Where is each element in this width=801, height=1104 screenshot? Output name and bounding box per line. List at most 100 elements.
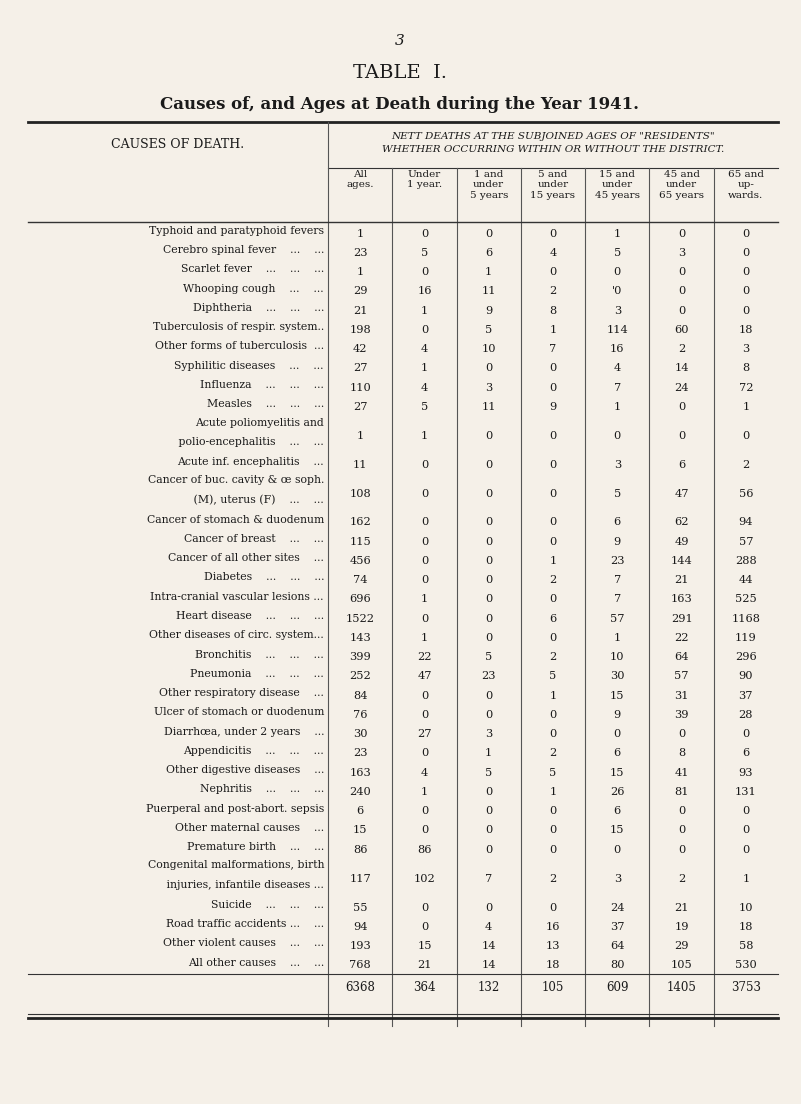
Text: 9: 9	[614, 537, 621, 546]
Text: 6: 6	[678, 459, 685, 469]
Text: 23: 23	[353, 248, 368, 258]
Text: 0: 0	[743, 248, 750, 258]
Text: CAUSES OF DEATH.: CAUSES OF DEATH.	[111, 138, 244, 151]
Text: 0: 0	[743, 826, 750, 836]
Text: 2: 2	[549, 652, 557, 662]
Text: 0: 0	[614, 431, 621, 440]
Text: 24: 24	[674, 383, 689, 393]
Text: 288: 288	[735, 556, 757, 566]
Text: 364: 364	[413, 981, 436, 994]
Text: 105: 105	[541, 981, 564, 994]
Text: Other maternal causes    ...: Other maternal causes ...	[175, 822, 324, 832]
Text: Congenital malformations, birth: Congenital malformations, birth	[147, 860, 324, 870]
Text: 10: 10	[739, 902, 753, 913]
Text: 0: 0	[421, 614, 428, 624]
Text: Cerebro spinal fever    ...    ...: Cerebro spinal fever ... ...	[163, 245, 324, 255]
Text: 0: 0	[485, 633, 493, 643]
Text: 3: 3	[614, 459, 621, 469]
Text: 76: 76	[353, 710, 368, 720]
Text: 64: 64	[674, 652, 689, 662]
Text: 2: 2	[549, 749, 557, 758]
Text: 2: 2	[549, 873, 557, 883]
Text: 19: 19	[674, 922, 689, 932]
Text: 21: 21	[353, 306, 368, 316]
Text: 0: 0	[743, 431, 750, 440]
Text: Intra-cranial vascular lesions ...: Intra-cranial vascular lesions ...	[151, 592, 324, 602]
Text: Other violent causes    ...    ...: Other violent causes ... ...	[163, 938, 324, 948]
Text: 11: 11	[481, 286, 496, 296]
Text: 0: 0	[485, 806, 493, 816]
Text: 28: 28	[739, 710, 753, 720]
Text: 1: 1	[356, 431, 364, 440]
Text: 114: 114	[606, 325, 628, 335]
Text: (M), uterus (F)    ...    ...: (M), uterus (F) ... ...	[183, 495, 324, 505]
Text: 14: 14	[481, 960, 496, 970]
Text: 1: 1	[356, 229, 364, 238]
Text: 8: 8	[743, 363, 750, 373]
Text: 4: 4	[421, 767, 428, 777]
Text: 41: 41	[674, 767, 689, 777]
Text: 11: 11	[353, 459, 368, 469]
Text: 1: 1	[549, 787, 557, 797]
Text: 1: 1	[614, 633, 621, 643]
Text: 15: 15	[417, 941, 432, 951]
Text: 15 and
under
45 years: 15 and under 45 years	[595, 170, 640, 200]
Text: 94: 94	[353, 922, 368, 932]
Text: Premature birth    ...    ...: Premature birth ... ...	[187, 842, 324, 852]
Text: 60: 60	[674, 325, 689, 335]
Text: 3: 3	[743, 344, 750, 354]
Text: 5: 5	[485, 767, 493, 777]
Text: 64: 64	[610, 941, 625, 951]
Text: 23: 23	[353, 749, 368, 758]
Text: 144: 144	[670, 556, 692, 566]
Text: 0: 0	[549, 363, 557, 373]
Text: 16: 16	[610, 344, 625, 354]
Text: 240: 240	[349, 787, 371, 797]
Text: 1: 1	[549, 325, 557, 335]
Text: 65 and
up-
wards.: 65 and up- wards.	[728, 170, 764, 200]
Text: 56: 56	[739, 489, 753, 499]
Text: 0: 0	[421, 489, 428, 499]
Text: 49: 49	[674, 537, 689, 546]
Text: 3: 3	[678, 248, 685, 258]
Text: 55: 55	[353, 902, 368, 913]
Text: 6: 6	[356, 806, 364, 816]
Text: 57: 57	[674, 671, 689, 681]
Text: 2: 2	[549, 286, 557, 296]
Text: 399: 399	[349, 652, 371, 662]
Text: Measles    ...    ...    ...: Measles ... ... ...	[207, 400, 324, 410]
Text: 39: 39	[674, 710, 689, 720]
Text: 14: 14	[481, 941, 496, 951]
Text: 23: 23	[481, 671, 496, 681]
Text: 198: 198	[349, 325, 371, 335]
Text: 6368: 6368	[345, 981, 375, 994]
Text: 0: 0	[485, 614, 493, 624]
Text: 6: 6	[743, 749, 750, 758]
Text: 8: 8	[549, 306, 557, 316]
Text: Tuberculosis of respir. system..: Tuberculosis of respir. system..	[153, 322, 324, 332]
Text: 30: 30	[610, 671, 625, 681]
Text: 47: 47	[417, 671, 432, 681]
Text: 21: 21	[674, 902, 689, 913]
Text: 0: 0	[485, 489, 493, 499]
Text: 0: 0	[743, 286, 750, 296]
Text: 37: 37	[610, 922, 625, 932]
Text: 0: 0	[743, 806, 750, 816]
Text: 44: 44	[739, 575, 753, 585]
Text: 0: 0	[421, 922, 428, 932]
Text: 1: 1	[421, 431, 428, 440]
Text: 0: 0	[678, 267, 685, 277]
Text: 1: 1	[485, 267, 493, 277]
Text: 696: 696	[349, 594, 371, 605]
Text: 1: 1	[421, 594, 428, 605]
Text: 86: 86	[353, 845, 368, 854]
Text: 22: 22	[674, 633, 689, 643]
Text: 0: 0	[421, 902, 428, 913]
Text: 0: 0	[549, 489, 557, 499]
Text: 131: 131	[735, 787, 757, 797]
Text: Other digestive diseases    ...: Other digestive diseases ...	[166, 765, 324, 775]
Text: 1: 1	[743, 402, 750, 412]
Text: 42: 42	[353, 344, 368, 354]
Text: 1: 1	[614, 402, 621, 412]
Text: Road traffic accidents ...    ...: Road traffic accidents ... ...	[166, 919, 324, 930]
